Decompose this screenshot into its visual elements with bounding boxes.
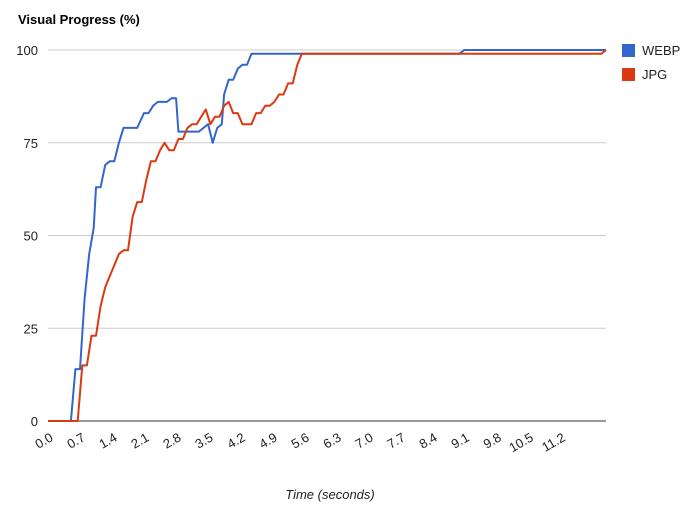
x-tick-label: 4.2 xyxy=(224,430,247,452)
series-line-jpg xyxy=(48,49,607,422)
x-tick-label: 2.1 xyxy=(128,430,151,452)
gridlines xyxy=(48,49,606,422)
series-lines xyxy=(48,49,607,422)
legend-swatch-jpg xyxy=(622,68,635,81)
x-axis-ticks: 0.0 0.7 1.4 2.1 2.8 3.5 4.2 4.9 5.6 6.3 7.0 7.7 8.4 9… xyxy=(32,430,567,456)
y-axis-ticks: 0 25 50 75 100 xyxy=(16,43,38,429)
x-tick-label: 8.4 xyxy=(417,430,440,452)
x-tick-label: 0.0 xyxy=(32,430,55,452)
legend-label-webp: WEBP xyxy=(642,43,680,58)
x-tick-label: 7.7 xyxy=(385,430,408,452)
x-axis-label: Time (seconds) xyxy=(285,487,374,502)
x-tick-label: 11.2 xyxy=(539,430,568,455)
y-tick-label: 0 xyxy=(31,414,38,429)
x-tick-label: 1.4 xyxy=(96,430,119,452)
x-tick-label: 0.7 xyxy=(64,430,87,452)
x-tick-label: 3.5 xyxy=(192,430,215,452)
y-tick-label: 50 xyxy=(24,229,38,244)
x-tick-label: 9.1 xyxy=(449,430,472,452)
x-tick-label: 6.3 xyxy=(320,430,343,452)
x-tick-label: 2.8 xyxy=(160,430,183,452)
chart-title: Visual Progress (%) xyxy=(18,12,140,27)
x-tick-label: 4.9 xyxy=(256,430,279,452)
legend-swatch-webp xyxy=(622,44,635,57)
y-tick-label: 25 xyxy=(24,321,38,336)
x-tick-label: 5.6 xyxy=(288,430,311,452)
x-tick-label: 7.0 xyxy=(353,430,376,452)
series-line-webp xyxy=(48,49,606,422)
x-tick-label: 10.5 xyxy=(506,430,535,456)
x-tick-label: 9.8 xyxy=(481,430,504,452)
y-tick-label: 100 xyxy=(16,43,38,58)
legend-label-jpg: JPG xyxy=(642,67,667,82)
y-tick-label: 75 xyxy=(24,136,38,151)
legend: WEBP JPG xyxy=(622,43,680,82)
